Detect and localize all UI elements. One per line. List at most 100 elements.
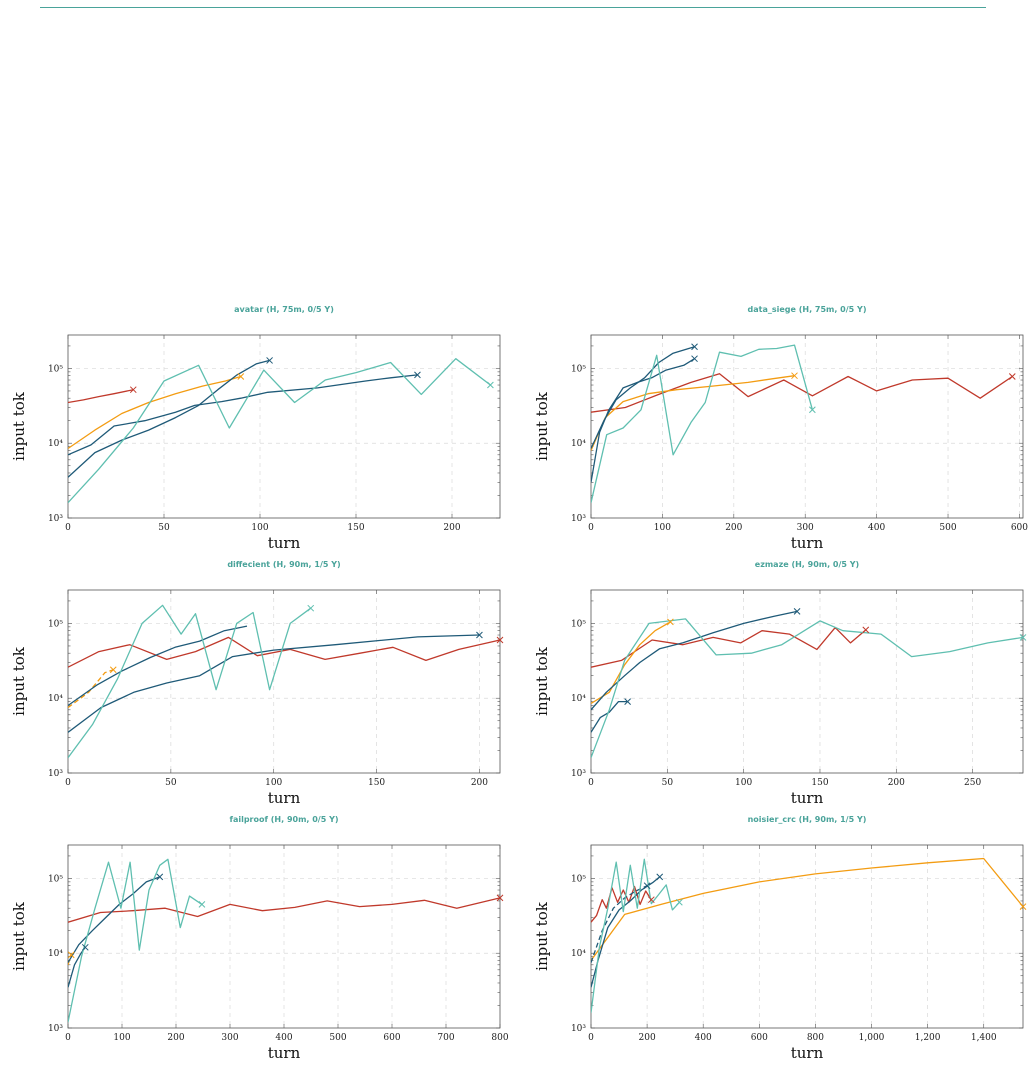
end-marker (266, 357, 273, 364)
x-tick-label: 50 (158, 523, 170, 533)
x-tick-label: 400 (695, 1033, 712, 1043)
x-tick-label: 0 (588, 778, 594, 788)
panel-2: diffecient (H, 90m, 1/5 Y) 10³ 10⁴ 10⁵ 0 50 10… (10, 560, 504, 807)
panel-title: ezmaze (H, 90m, 0/5 Y) (755, 560, 859, 569)
series-line-navy (68, 876, 161, 963)
y-axis-label: input tok (533, 901, 551, 971)
x-tick-label: 1,000 (859, 1033, 885, 1043)
x-axis-label: turn (268, 534, 301, 552)
panel-title: failproof (H, 90m, 0/5 Y) (229, 815, 338, 824)
series-line-navy (68, 359, 270, 478)
x-tick-label: 150 (811, 778, 828, 788)
series-line-navy (591, 700, 628, 733)
x-tick-label: 300 (797, 523, 814, 533)
series-line-red (591, 626, 867, 668)
x-axis-label: turn (268, 789, 301, 807)
y-tick-label: 10⁴ (48, 439, 63, 449)
y-tick-label: 10⁵ (48, 619, 63, 629)
end-marker (643, 882, 651, 890)
plot-frame (67, 589, 501, 774)
y-tick-label: 10³ (571, 1024, 586, 1034)
series-line-navy (591, 610, 798, 711)
x-tick-label: 800 (807, 1033, 824, 1043)
y-tick-label: 10⁴ (48, 949, 63, 959)
panel-1: data_siege (H, 75m, 0/5 Y) 10³ 10⁴ 10⁵ 0 100 2… (533, 305, 1028, 552)
panel-title: avatar (H, 75m, 0/5 Y) (234, 305, 334, 314)
end-marker (624, 698, 631, 705)
series-line-orange (68, 669, 114, 709)
series-line-teal (68, 358, 491, 504)
x-tick-label: 50 (662, 778, 674, 788)
panel-5: noisier_crc (H, 90m, 1/5 Y) 10³ 10⁴ 10⁵ 0 200… (533, 815, 1027, 1062)
series-line-red (591, 373, 1013, 413)
end-marker (198, 901, 206, 908)
x-tick-label: 600 (1011, 523, 1028, 533)
x-tick-label: 150 (347, 523, 364, 533)
x-axis-label: turn (791, 1044, 824, 1062)
panel-title: data_siege (H, 75m, 0/5 Y) (748, 305, 867, 314)
end-marker (81, 943, 89, 951)
x-tick-label: 200 (471, 778, 488, 788)
series-line-orange (591, 857, 1024, 961)
y-tick-label: 10³ (48, 514, 63, 524)
end-marker (476, 631, 483, 639)
x-tick-label: 0 (588, 523, 594, 533)
plot-frame (590, 334, 1024, 519)
top-rule (40, 7, 986, 8)
end-marker (237, 373, 245, 380)
y-tick-label: 10⁴ (571, 949, 586, 959)
end-marker (691, 355, 698, 363)
series-line-orange (591, 621, 671, 705)
end-marker (109, 666, 117, 674)
y-axis-label: input tok (10, 646, 28, 716)
series-line-navy (591, 358, 695, 483)
panel-title: noisier_crc (H, 90m, 1/5 Y) (748, 815, 867, 824)
end-marker (156, 873, 164, 881)
y-tick-label: 10⁴ (571, 694, 586, 704)
y-tick-label: 10³ (571, 769, 586, 779)
series-line-teal (68, 858, 203, 1023)
end-marker (496, 894, 504, 902)
series-line-teal (591, 858, 680, 1013)
plot-frame (67, 334, 501, 519)
x-tick-label: 200 (167, 1033, 184, 1043)
series-line-red (68, 636, 501, 668)
y-tick-label: 10⁴ (571, 439, 586, 449)
y-tick-label: 10³ (48, 1024, 63, 1034)
end-marker (487, 381, 494, 389)
end-marker (1019, 634, 1027, 641)
series-line-orange (591, 375, 795, 451)
x-tick-label: 200 (888, 778, 905, 788)
x-tick-label: 400 (868, 523, 885, 533)
y-axis-label: input tok (533, 391, 551, 461)
x-tick-label: 1,200 (915, 1033, 941, 1043)
x-tick-label: 500 (329, 1033, 346, 1043)
x-tick-label: 200 (725, 523, 742, 533)
x-tick-label: 500 (939, 523, 956, 533)
y-tick-label: 10⁵ (571, 619, 586, 629)
x-tick-label: 200 (443, 523, 460, 533)
end-marker (791, 372, 798, 380)
end-marker (1019, 903, 1027, 910)
end-marker (496, 636, 504, 644)
y-tick-label: 10⁵ (48, 364, 63, 374)
panel-0: avatar (H, 75m, 0/5 Y) 10³ 10⁴ 10⁵ 0 50 100 150… (10, 305, 501, 552)
x-tick-label: 200 (639, 1033, 656, 1043)
panel-4: failproof (H, 90m, 0/5 Y) 10³ 10⁴ 10⁵ 0 100 20… (10, 815, 509, 1062)
end-marker (691, 343, 698, 351)
x-tick-label: 100 (654, 523, 671, 533)
y-tick-label: 10⁵ (571, 874, 586, 884)
y-tick-label: 10⁴ (48, 694, 63, 704)
x-tick-label: 100 (735, 778, 752, 788)
series-line-teal (591, 344, 814, 503)
series-line-red (68, 389, 134, 404)
end-marker (656, 873, 664, 881)
x-tick-label: 150 (368, 778, 385, 788)
y-axis-label: input tok (10, 391, 28, 461)
plot-frame (590, 589, 1024, 774)
y-tick-label: 10³ (571, 514, 586, 524)
x-tick-label: 100 (265, 778, 282, 788)
y-axis-label: input tok (533, 646, 551, 716)
end-marker (793, 608, 801, 615)
